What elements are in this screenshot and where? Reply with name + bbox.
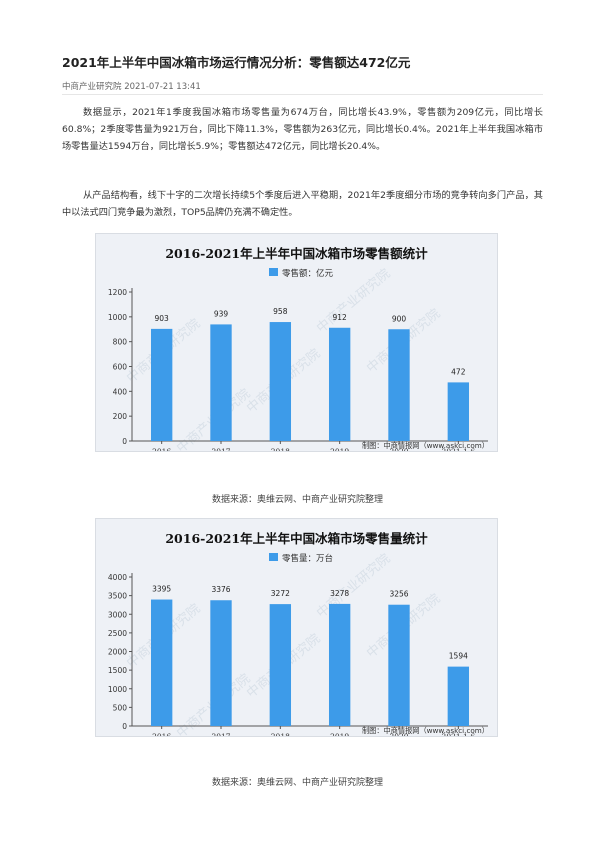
y-tick-label: 200 (113, 412, 128, 421)
bar-value-label: 939 (214, 309, 229, 318)
chart-credit: 制图：中商情报网（www.askci.com） (362, 441, 489, 450)
source-note-2: 数据来源：奥维云网、中商产业研究院整理 (211, 778, 383, 788)
y-tick-label: 400 (113, 387, 128, 396)
y-tick-label: 600 (113, 363, 128, 372)
x-tick-label: 2016 (152, 732, 171, 736)
bar-value-label: 3376 (211, 585, 230, 594)
chart-svg: 中商产业研究院中商产业研究院中商产业研究院中商产业研究院中商产业研究院2016-… (108, 531, 489, 736)
bar-2020 (388, 329, 410, 441)
x-tick-label: 2019 (330, 447, 349, 451)
article-meta: 中商产业研究院 2021-07-21 13:41 (62, 82, 201, 92)
bar-2018 (269, 604, 292, 726)
bar-2016 (150, 328, 173, 441)
x-tick-label: 2017 (211, 732, 230, 736)
y-tick-label: 2500 (108, 629, 127, 638)
x-tick-label: 2021.1-6 (442, 732, 476, 736)
chart-title: 2016-2021年上半年中国冰箱市场零售量统计 (165, 531, 428, 546)
y-tick-label: 4000 (108, 573, 127, 582)
bar-value-label: 900 (392, 314, 407, 323)
legend-swatch (269, 553, 278, 561)
y-tick-label: 1000 (108, 313, 127, 322)
legend-label: 零售量：万台 (282, 553, 333, 564)
paragraph-2: 从产品结构看，线下十字的二次增长持续5个季度后进入平稳期，2021年2季度细分市… (62, 190, 543, 218)
x-tick-label: 2018 (271, 732, 290, 736)
bar-value-label: 3395 (152, 585, 171, 594)
chart-title: 2016-2021年上半年中国冰箱市场零售额统计 (165, 246, 428, 261)
legend-label: 零售额：亿元 (282, 268, 334, 279)
x-tick-label: 2017 (211, 447, 230, 451)
bar-2019 (328, 603, 351, 726)
x-tick-label: 2021.1-6 (442, 447, 476, 451)
bar-2017 (210, 324, 232, 441)
x-tick-label: 2020 (389, 732, 408, 736)
bar-value-label: 3256 (389, 590, 408, 599)
bar-value-label: 3278 (330, 589, 349, 598)
x-tick-label: 2020 (389, 447, 408, 451)
bar-2021.1-6 (447, 382, 470, 441)
y-tick-label: 1000 (108, 685, 127, 694)
legend-swatch (269, 268, 278, 276)
bar-value-label: 958 (273, 307, 288, 316)
divider (62, 94, 543, 95)
y-tick-label: 1500 (108, 666, 127, 675)
y-tick-label: 3000 (108, 610, 127, 619)
x-tick-label: 2018 (271, 447, 290, 451)
bar-2020 (388, 604, 410, 726)
y-tick-label: 2000 (108, 648, 127, 657)
bar-value-label: 912 (333, 313, 348, 322)
x-tick-label: 2019 (330, 732, 349, 736)
bar-2021.1-6 (447, 666, 470, 726)
bar-2018 (269, 322, 292, 441)
bar-value-label: 472 (451, 367, 466, 376)
chart-retail-sales-volume: 中商产业研究院中商产业研究院中商产业研究院中商产业研究院中商产业研究院2016-… (95, 518, 498, 737)
chart-svg: 中商产业研究院中商产业研究院中商产业研究院中商产业研究院中商产业研究院2016-… (108, 246, 489, 451)
y-tick-label: 500 (113, 703, 128, 712)
y-tick-label: 0 (122, 722, 127, 731)
bar-2017 (210, 600, 232, 726)
bar-2019 (328, 327, 351, 441)
bar-value-label: 1594 (449, 652, 468, 661)
chart-credit: 制图：中商情报网（www.askci.com） (362, 726, 489, 735)
y-tick-label: 800 (113, 338, 128, 347)
chart-retail-sales-value: 中商产业研究院中商产业研究院中商产业研究院中商产业研究院中商产业研究院2016-… (95, 233, 498, 452)
source-note-1: 数据来源：奥维云网、中商产业研究院整理 (211, 495, 383, 505)
bar-value-label: 903 (155, 314, 170, 323)
y-tick-label: 0 (122, 437, 127, 446)
article-title: 2021年上半年中国冰箱市场运行情况分析：零售额达472亿元 (62, 55, 411, 70)
x-tick-label: 2016 (152, 447, 171, 451)
bar-2016 (150, 599, 173, 726)
bar-value-label: 3272 (271, 589, 290, 598)
y-tick-label: 3500 (108, 592, 127, 601)
y-tick-label: 1200 (108, 288, 127, 297)
paragraph-1: 数据显示，2021年1季度我国冰箱市场零售量为674万台，同比增长43.9%，零… (62, 107, 543, 152)
